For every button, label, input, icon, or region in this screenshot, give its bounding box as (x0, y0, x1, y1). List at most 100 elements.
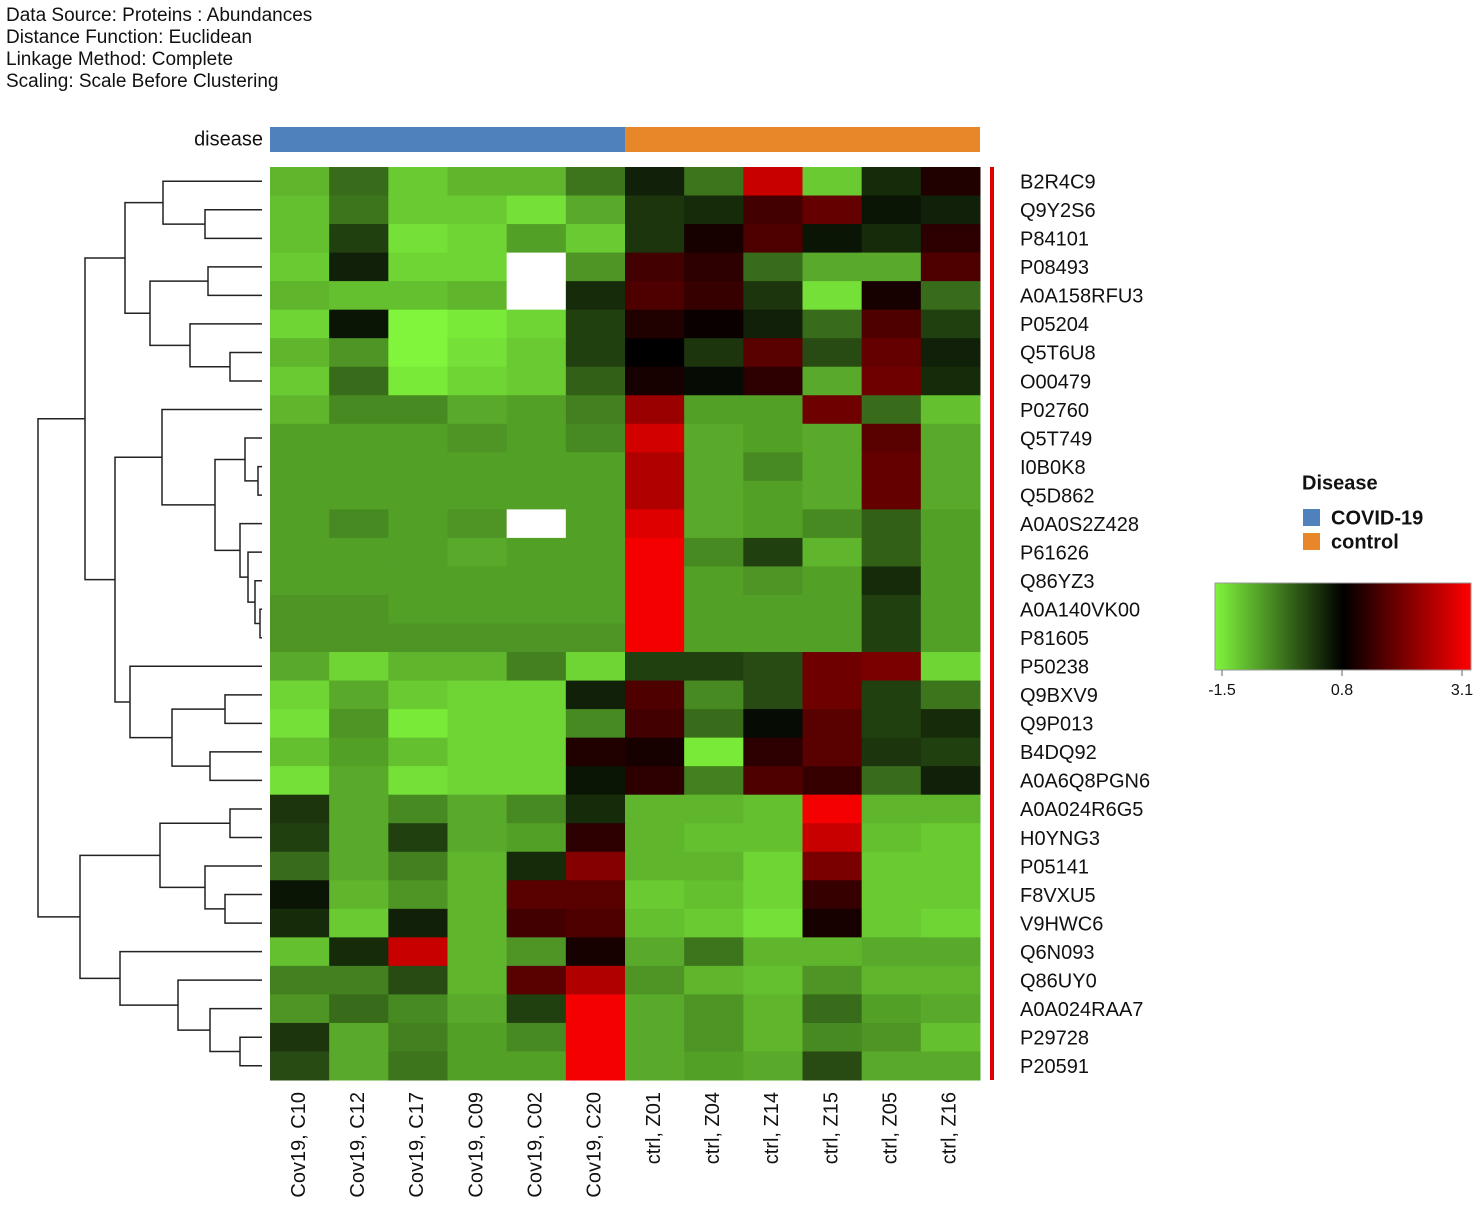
cell (802, 908, 863, 938)
cell (388, 652, 448, 682)
cell (920, 652, 981, 682)
cell (625, 224, 685, 254)
cell (684, 195, 744, 225)
cell (329, 281, 389, 311)
cell (447, 1022, 508, 1052)
cell (270, 452, 330, 482)
cell (506, 794, 567, 824)
row-label: A0A0S2Z428 (1020, 514, 1139, 536)
cell (565, 623, 626, 653)
cell (388, 766, 448, 796)
cell (920, 338, 981, 368)
cell (625, 766, 685, 796)
cell (920, 537, 981, 567)
cell (625, 1022, 685, 1052)
cell (625, 423, 685, 453)
cell (802, 652, 863, 682)
cell (388, 623, 448, 653)
row-label: P05141 (1020, 856, 1089, 878)
cell (920, 309, 981, 339)
cell (802, 1022, 863, 1052)
cell (684, 737, 744, 767)
cell (506, 880, 567, 910)
cell (743, 195, 803, 225)
cell (684, 452, 744, 482)
cell (920, 480, 981, 510)
cell (743, 880, 803, 910)
cell (743, 566, 803, 596)
cell (861, 509, 922, 539)
cell (388, 965, 448, 995)
cell (506, 480, 567, 510)
cell (447, 566, 508, 596)
cell (565, 994, 626, 1024)
row-label: P84101 (1020, 229, 1089, 251)
row-label: B2R4C9 (1020, 172, 1096, 194)
cell (861, 823, 922, 853)
cell (506, 652, 567, 682)
cell (447, 594, 508, 624)
cell (861, 965, 922, 995)
cell (388, 366, 448, 396)
cell (388, 224, 448, 254)
column-label: ctrl, Z15 (820, 1092, 842, 1164)
cell (920, 566, 981, 596)
cell (565, 709, 626, 739)
cell (329, 766, 389, 796)
cell (625, 880, 685, 910)
row-label: A0A024R6G5 (1020, 799, 1143, 821)
cell (802, 709, 863, 739)
cell (447, 766, 508, 796)
cell (861, 994, 922, 1024)
cell (270, 309, 330, 339)
cell (388, 880, 448, 910)
cell (388, 851, 448, 881)
cell (270, 851, 330, 881)
cell (329, 994, 389, 1024)
cell (684, 1022, 744, 1052)
cell (920, 195, 981, 225)
cell (684, 167, 744, 197)
cell (447, 965, 508, 995)
cell (625, 167, 685, 197)
cell (270, 395, 330, 425)
cell (565, 937, 626, 967)
cell (743, 480, 803, 510)
column-label: Cov19, C10 (288, 1092, 310, 1198)
cell (388, 823, 448, 853)
cell (388, 737, 448, 767)
cell (388, 1022, 448, 1052)
cell (565, 338, 626, 368)
cell (802, 224, 863, 254)
cell (270, 994, 330, 1024)
cell (802, 965, 863, 995)
cell (506, 167, 567, 197)
cell (270, 480, 330, 510)
cell (743, 281, 803, 311)
cell (447, 423, 508, 453)
cell (329, 594, 389, 624)
row-label: Q86UY0 (1020, 970, 1097, 992)
cell (565, 252, 626, 282)
row-label: P61626 (1020, 542, 1089, 564)
cell (861, 395, 922, 425)
cell (625, 480, 685, 510)
cell (684, 395, 744, 425)
cell (270, 937, 330, 967)
cell (447, 537, 508, 567)
cell (329, 880, 389, 910)
cell (270, 281, 330, 311)
cell (388, 338, 448, 368)
cell (802, 566, 863, 596)
cell (743, 395, 803, 425)
row-label: Q9BXV9 (1020, 685, 1098, 707)
cell (447, 652, 508, 682)
cell (506, 1051, 567, 1081)
cell (625, 709, 685, 739)
cell (861, 566, 922, 596)
cell (802, 594, 863, 624)
cell (920, 623, 981, 653)
row-label: A0A024RAA7 (1020, 999, 1143, 1021)
cell (565, 195, 626, 225)
colorbar-tick-label: -1.5 (1208, 682, 1236, 699)
